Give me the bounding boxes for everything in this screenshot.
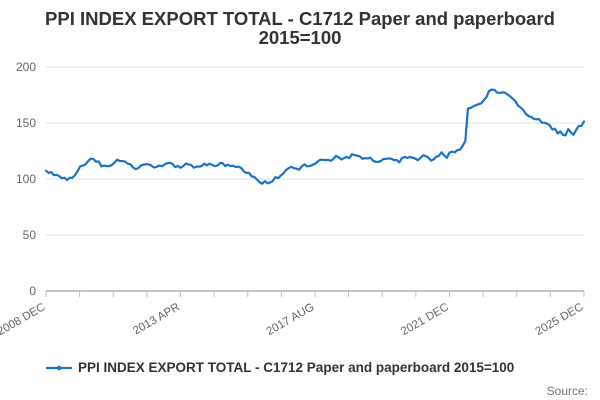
- svg-text:2017 AUG: 2017 AUG: [265, 301, 317, 338]
- svg-text:2025 DEC: 2025 DEC: [534, 301, 586, 338]
- svg-text:100: 100: [16, 172, 36, 186]
- svg-text:200: 200: [16, 60, 36, 74]
- svg-text:2008 DEC: 2008 DEC: [0, 301, 47, 338]
- svg-text:50: 50: [23, 228, 37, 242]
- svg-text:2021 DEC: 2021 DEC: [399, 301, 451, 338]
- svg-text:0: 0: [29, 284, 36, 298]
- svg-text:150: 150: [16, 116, 36, 130]
- svg-text:2013 APR: 2013 APR: [131, 301, 182, 337]
